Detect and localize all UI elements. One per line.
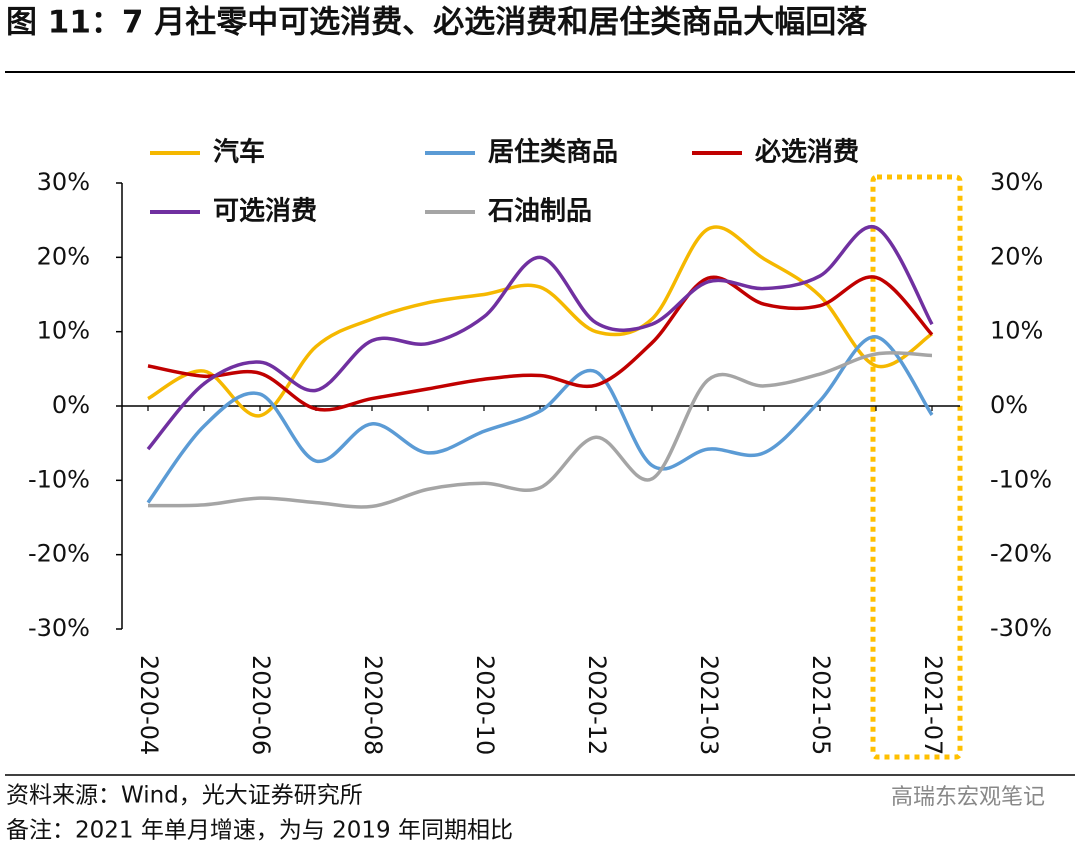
y-tick-label: -20% <box>28 540 90 568</box>
source: 资料来源：Wind，光大证券研究所 <box>6 783 363 809</box>
y2-tick-label: -30% <box>990 614 1052 642</box>
legend-label: 必选消费 <box>755 138 859 168</box>
y2-tick-label: -10% <box>990 465 1052 493</box>
series-line <box>146 335 934 504</box>
x-tick-label: 2020-04 <box>135 655 163 755</box>
x-tick-label: 2021-03 <box>695 655 723 755</box>
x-tick-label: 2020-12 <box>583 655 611 755</box>
x-tick-label: 2020-10 <box>471 655 499 755</box>
series-line <box>147 351 933 509</box>
y-tick-label: 20% <box>37 242 90 270</box>
chart-title: 图 11：7 月社零中可选消费、必选消费和居住类商品大幅回落 <box>6 5 868 41</box>
legend-label: 可选消费 <box>213 197 317 227</box>
legend-label: 汽车 <box>213 137 265 168</box>
y-tick-label: 0% <box>52 391 90 419</box>
x-tick-label: 2021-05 <box>807 655 835 755</box>
y-tick-label: -10% <box>28 465 90 493</box>
y2-tick-label: 20% <box>990 242 1043 270</box>
y2-tick-label: -20% <box>990 540 1052 568</box>
legend-label: 居住类商品 <box>488 137 618 168</box>
series-line <box>147 225 933 418</box>
x-tick-label: 2021-07 <box>919 655 947 755</box>
x-tick-label: 2020-06 <box>247 655 275 755</box>
legend-label: 石油制品 <box>487 197 592 227</box>
y2-tick-label: 0% <box>990 391 1028 419</box>
note: 备注：2021 年单月增速，为与 2019 年同期相比 <box>6 818 513 844</box>
y2-tick-label: 30% <box>990 168 1043 196</box>
y-tick-label: -30% <box>28 614 90 642</box>
y-tick-label: 10% <box>37 317 90 345</box>
series-line <box>146 224 934 451</box>
watermark: 高瑞东宏观笔记 <box>891 785 1045 810</box>
series-line <box>147 275 934 412</box>
x-tick-label: 2020-08 <box>359 655 387 755</box>
y-tick-label: 30% <box>37 168 90 196</box>
highlight-box <box>870 174 963 760</box>
y2-tick-label: 10% <box>990 317 1043 345</box>
